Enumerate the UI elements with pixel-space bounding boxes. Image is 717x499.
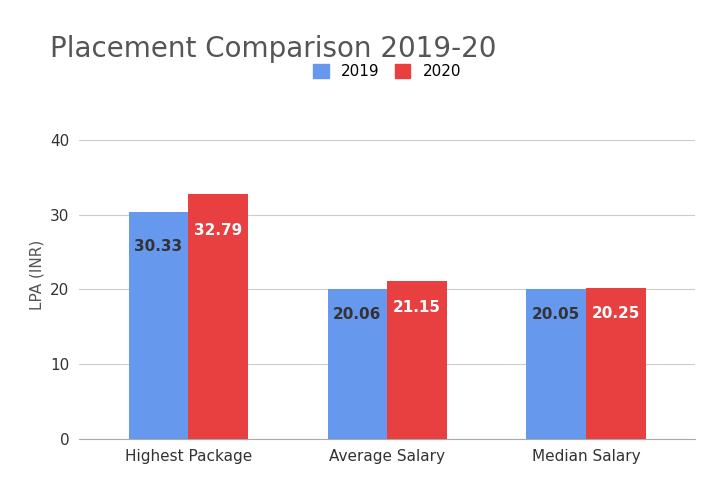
Bar bbox=[586, 287, 646, 439]
Bar bbox=[128, 212, 189, 439]
Text: 21.15: 21.15 bbox=[393, 300, 441, 315]
Y-axis label: LPA (INR): LPA (INR) bbox=[29, 240, 44, 309]
Text: Placement Comparison 2019-20: Placement Comparison 2019-20 bbox=[50, 35, 497, 63]
Bar bbox=[526, 289, 586, 439]
Legend: 2019, 2020: 2019, 2020 bbox=[308, 58, 467, 85]
Text: 20.05: 20.05 bbox=[532, 307, 580, 322]
Bar bbox=[387, 281, 447, 439]
Bar bbox=[328, 289, 387, 439]
Text: 20.06: 20.06 bbox=[333, 307, 381, 322]
Text: 32.79: 32.79 bbox=[194, 223, 242, 238]
Text: 30.33: 30.33 bbox=[134, 240, 183, 254]
Bar bbox=[189, 194, 248, 439]
Text: 20.25: 20.25 bbox=[592, 306, 640, 321]
